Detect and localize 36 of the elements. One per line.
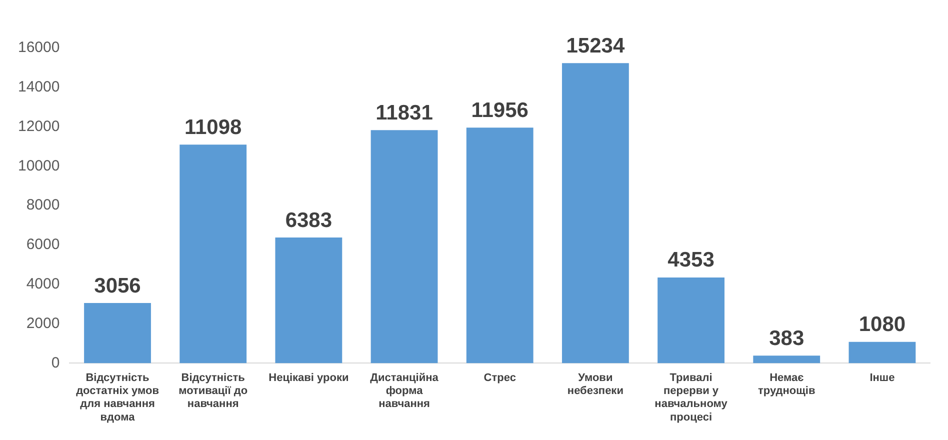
data-label: 15234 bbox=[566, 34, 625, 58]
bar bbox=[466, 128, 534, 364]
bar bbox=[753, 356, 820, 364]
x-tick-label: Дистанційна форма навчання bbox=[370, 372, 440, 410]
bar bbox=[658, 277, 724, 364]
y-tick-label: 2000 bbox=[26, 314, 60, 332]
x-tick-label: Нецікаві уроки bbox=[268, 372, 349, 384]
data-label: 4353 bbox=[668, 248, 714, 272]
bar bbox=[370, 130, 438, 364]
y-tick-label: 4000 bbox=[26, 276, 60, 293]
x-tick-label: Стрес bbox=[484, 372, 516, 384]
y-tick-label: 16000 bbox=[18, 39, 60, 56]
x-tick-label: Відсутність достатніх умов для навчання вдома bbox=[76, 372, 160, 424]
bar bbox=[275, 237, 342, 364]
bar bbox=[848, 342, 916, 364]
data-label: 11956 bbox=[471, 98, 528, 122]
y-tick-label: 10000 bbox=[18, 157, 60, 174]
x-tick-label: Відсутність мотивації до навчання bbox=[178, 372, 248, 410]
y-tick-label: 14000 bbox=[18, 78, 60, 96]
data-label: 11831 bbox=[376, 101, 434, 124]
y-tick-label: 0 bbox=[51, 354, 60, 372]
data-label: 3056 bbox=[94, 274, 141, 298]
x-tick-label: Немає труднощів bbox=[758, 372, 816, 398]
y-tick-label: 8000 bbox=[26, 196, 60, 214]
x-tick-label: Тривалі перерви у навчальному процесі bbox=[654, 372, 728, 424]
bar bbox=[84, 302, 151, 364]
x-tick-label: Умови небезпеки bbox=[567, 372, 624, 398]
data-label: 383 bbox=[769, 326, 804, 350]
bar bbox=[562, 63, 629, 364]
y-tick-label: 6000 bbox=[26, 236, 60, 254]
y-tick-label: 12000 bbox=[18, 118, 60, 135]
data-label: 6383 bbox=[285, 208, 332, 232]
x-tick-label: Інше bbox=[870, 372, 895, 384]
data-label: 1080 bbox=[858, 313, 906, 336]
data-label: 11098 bbox=[184, 116, 242, 139]
bar bbox=[180, 144, 247, 364]
